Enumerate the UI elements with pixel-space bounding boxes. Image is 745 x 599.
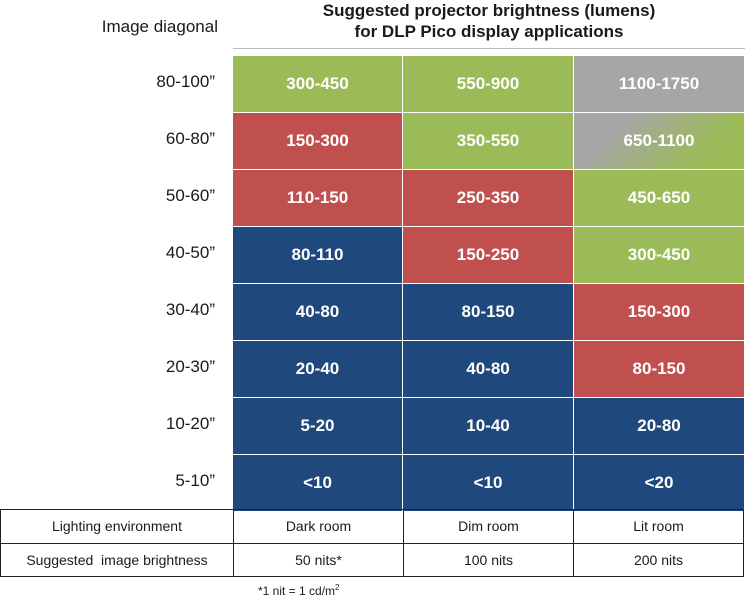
chart-title: Suggested projector brightness (lumens) … — [233, 0, 745, 44]
brightness-cell: 300-450 — [574, 227, 745, 284]
brightness-cell: 10-40 — [403, 398, 574, 455]
footnote-text: *1 nit = 1 cd/m — [258, 584, 336, 598]
lighting-dark: Dark room — [233, 509, 404, 544]
footnote: *1 nit = 1 cd/m2 — [258, 583, 340, 598]
header-divider — [233, 48, 745, 49]
brightness-cell: 250-350 — [403, 170, 574, 227]
chart-title-line-1: Suggested projector brightness (lumens) — [322, 1, 656, 20]
row-label: 60-80” — [165, 129, 215, 148]
brightness-dim: 100 nits — [403, 542, 574, 577]
lighting-row: Lighting environment Dark room Dim room … — [0, 509, 744, 544]
brightness-cell: <20 — [574, 455, 745, 512]
brightness-cell: 1100-1750 — [574, 56, 745, 113]
brightness-cell: 150-250 — [403, 227, 574, 284]
lighting-dim: Dim room — [403, 509, 574, 544]
brightness-cell: 450-650 — [574, 170, 745, 227]
row-header-label: Image diagonal — [101, 17, 218, 36]
row-label: 10-20” — [165, 414, 215, 433]
row-label: 30-40” — [165, 300, 215, 319]
row-label: 50-60” — [165, 186, 215, 205]
brightness-label: Suggested image brightness — [0, 542, 234, 577]
brightness-cell: 20-80 — [574, 398, 745, 455]
brightness-cell: 20-40 — [233, 341, 403, 398]
brightness-cell: 350-550 — [403, 113, 574, 170]
brightness-cell: 650-1100 — [574, 113, 745, 170]
brightness-cell: 80-110 — [233, 227, 403, 284]
brightness-cell: 80-150 — [574, 341, 745, 398]
brightness-cell: 40-80 — [403, 341, 574, 398]
brightness-cell: 150-300 — [574, 284, 745, 341]
chart-title-line-2: for DLP Pico display applications — [354, 22, 624, 41]
footer-table: Lighting environment Dark room Dim room … — [0, 509, 744, 577]
footnote-superscript: 2 — [335, 583, 340, 592]
brightness-cell: 550-900 — [403, 56, 574, 113]
brightness-lit: 200 nits — [573, 542, 744, 577]
brightness-cell: <10 — [403, 455, 574, 512]
brightness-cell: <10 — [233, 455, 403, 512]
brightness-cell: 40-80 — [233, 284, 403, 341]
brightness-cell: 150-300 — [233, 113, 403, 170]
brightness-cell: 80-150 — [403, 284, 574, 341]
row-label: 5-10” — [175, 471, 215, 490]
lighting-lit: Lit room — [573, 509, 744, 544]
row-label: 20-30” — [165, 357, 215, 376]
brightness-row: Suggested image brightness 50 nits* 100 … — [0, 542, 744, 577]
row-label: 80-100” — [156, 72, 215, 91]
brightness-cell: 5-20 — [233, 398, 403, 455]
brightness-cell: 300-450 — [233, 56, 403, 113]
brightness-cell: 110-150 — [233, 170, 403, 227]
brightness-dark: 50 nits* — [233, 542, 404, 577]
row-label: 40-50” — [165, 243, 215, 262]
lighting-label: Lighting environment — [0, 509, 234, 544]
